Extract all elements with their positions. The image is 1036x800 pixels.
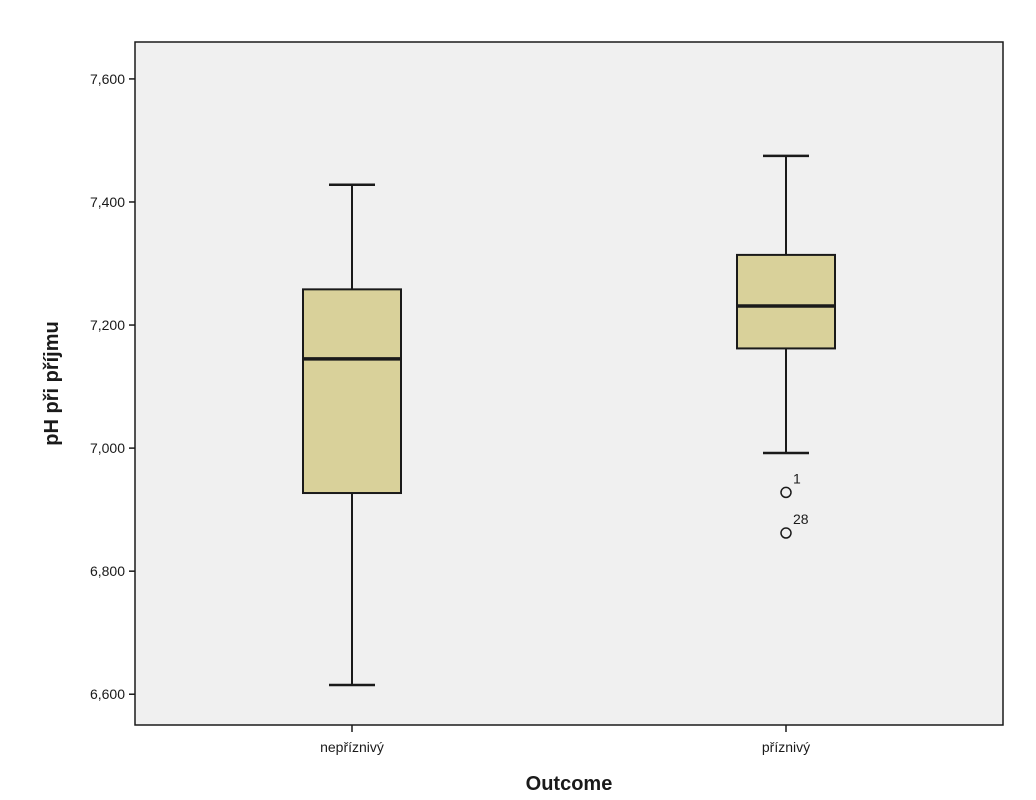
outlier-point: [780, 486, 792, 499]
x-axis-title: Outcome: [526, 773, 613, 795]
box-1: [302, 183, 402, 687]
y-tick-label: 6,600: [90, 686, 125, 702]
outlier-label: 28: [793, 511, 809, 527]
outlier-point: [780, 527, 792, 539]
iqr-box: [302, 288, 402, 495]
y-axis: 6,600 6,800 7,000 7,200 7,400 7,600: [90, 71, 135, 702]
iqr-box: [736, 253, 836, 350]
x-tick-label: nepříznivý: [320, 739, 384, 755]
plot-area: [134, 41, 1004, 726]
y-axis-title: pH při příjmu: [41, 321, 63, 445]
y-tick-label: 7,200: [90, 317, 125, 333]
x-tick-label: příznivý: [762, 739, 810, 755]
y-tick-label: 6,800: [90, 563, 125, 579]
y-tick-label: 7,400: [90, 194, 125, 210]
x-axis: nepříznivý příznivý: [320, 725, 810, 755]
y-tick-label: 7,000: [90, 440, 125, 456]
boxes: 1 28: [302, 154, 836, 687]
box-2: 1 28: [736, 154, 836, 539]
y-tick-label: 7,600: [90, 71, 125, 87]
outlier-label: 1: [793, 470, 801, 486]
